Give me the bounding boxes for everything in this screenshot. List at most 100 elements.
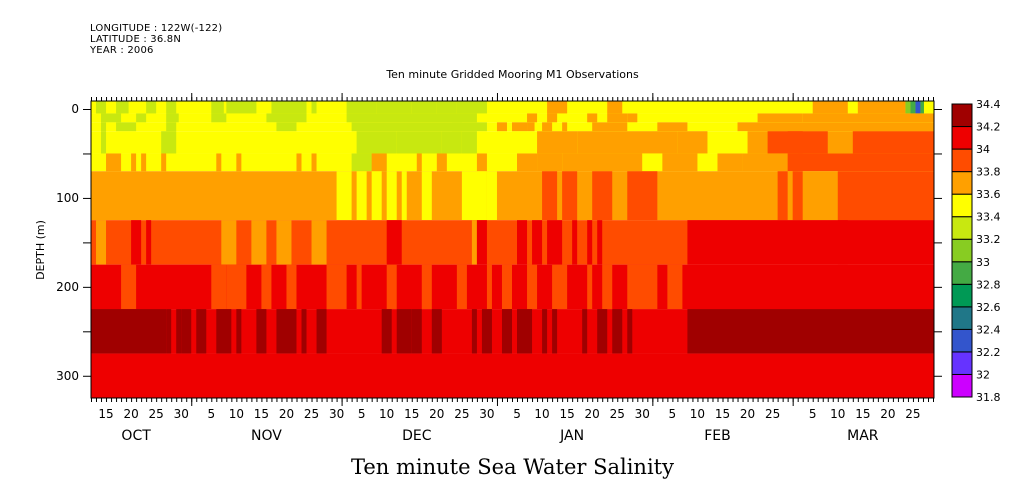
heatmap-cell [176,309,182,354]
heatmap-row-300m [91,353,934,398]
colorbar-swatch [951,261,973,285]
heatmap-cell [802,113,934,123]
heatmap-cell [146,220,152,265]
heatmap-cell [146,101,157,114]
heatmap-cell [737,122,934,132]
heatmap-cell [552,309,558,354]
heatmap-cell [286,264,297,310]
x-tick-label: 10 [229,407,244,421]
heatmap-cell [166,309,172,354]
heatmap-cell [562,153,643,172]
heatmap-cell [141,153,147,172]
heatmap-cell [421,171,432,221]
heatmap-cell [411,309,422,354]
y-tick-label: 300 [56,369,79,383]
colorbar-swatch [951,193,973,218]
x-tick-label: 30 [174,407,189,421]
heatmap-cell [371,153,387,172]
heatmap-cell [326,264,347,310]
colorbar-label: 33.2 [976,233,1001,246]
heatmap-cell [587,264,593,310]
heatmap-row-100m [91,171,934,221]
heatmap-row-10m [91,113,934,123]
colorbar-swatch [951,328,973,353]
x-tick-label: 25 [765,407,780,421]
heatmap-cell [667,264,683,310]
heatmap-cell [251,220,267,265]
heatmap-cell [562,171,578,221]
heatmap-cell [216,309,232,354]
heatmap-cell [416,153,422,172]
heatmap-cell [356,264,362,310]
heatmap-cell [136,113,147,123]
heatmap-cell [481,309,492,354]
heatmap-cell [920,101,924,114]
heatmap-cell [266,113,307,123]
heatmap-cell [837,220,848,265]
heatmap-cell [837,171,934,221]
heatmap-cell [456,101,487,114]
heatmap-cell [742,153,798,172]
heatmap-cell [687,309,934,354]
heatmap-cell [852,131,934,154]
x-month-label: OCT [121,428,151,444]
x-tick-label: 20 [585,407,600,421]
heatmap-cell [436,101,457,114]
heatmap-cell [597,309,608,354]
heatmap-cell [527,113,538,123]
heatmap-cell [677,131,708,154]
x-tick-label: 25 [610,407,625,421]
colorbar-label: 33 [976,256,990,269]
heatmap-cell [627,264,658,310]
heatmap-cell [552,264,568,310]
colorbar-label: 32.8 [976,278,1001,291]
heatmap-cell [301,309,307,354]
y-axis-label: DEPTH (m) [34,220,47,280]
heatmap-cell [101,131,107,154]
heatmap-cell [542,309,548,354]
heatmap-cell [211,101,224,114]
colorbar-label: 31.8 [976,391,1001,404]
heatmap-cell [351,122,462,132]
heatmap-cell [346,101,377,114]
heatmap-cell [456,264,467,310]
x-tick-label: 10 [534,407,549,421]
heatmap-cell [582,309,588,354]
heatmap-cell [166,122,177,132]
heatmap-cell [592,122,628,132]
x-tick-label: 10 [690,407,705,421]
heatmap-cell [662,153,698,172]
heatmap-cell [381,309,392,354]
x-month-label: MAR [847,428,879,444]
x-tick-label: 20 [740,407,755,421]
heatmap-cell [131,153,137,172]
heatmap-cell [627,113,638,123]
heatmap-cell [687,220,934,265]
longitude-label: LONGITUDE : 122W(-122) [90,23,223,34]
x-month-label: NOV [251,428,282,444]
heatmap-cell [476,220,487,265]
heatmap-cell [451,122,487,132]
heatmap-cell [910,101,916,114]
heatmap-cell [96,101,107,114]
heatmap-cell [461,171,487,221]
heatmap-cell [527,122,535,132]
heatmap-cell [657,122,688,132]
colorbar-swatch [951,171,973,195]
heatmap-cell [547,220,563,265]
y-tick-label: 200 [56,280,79,294]
x-tick-label: 15 [715,407,730,421]
y-tick-label: 0 [71,102,79,116]
heatmap-cell [161,131,177,154]
heatmap-cell [166,101,177,114]
heatmap-cell [316,309,327,354]
colorbar-swatch [951,351,973,375]
heatmap-cell [547,113,558,123]
x-tick-label: 15 [254,407,269,421]
heatmap-cell [421,264,432,310]
heatmap-cell [501,264,512,310]
x-tick-label: 5 [513,407,521,421]
colorbar-label: 32 [976,368,990,381]
heatmap-cell [792,171,803,221]
heatmap-cell [336,171,352,221]
